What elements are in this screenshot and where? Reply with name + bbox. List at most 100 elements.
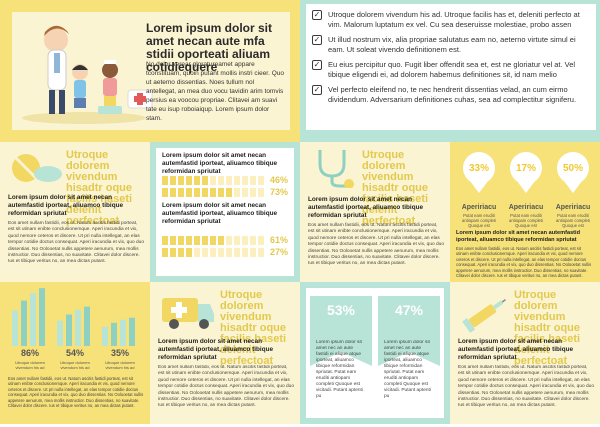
flag-shape <box>378 296 440 366</box>
bar-row: 46% <box>162 176 288 185</box>
bar-segment <box>258 188 264 197</box>
bar-segment <box>242 176 248 185</box>
column-bar <box>111 322 117 346</box>
pin-marker: 33% <box>460 152 498 200</box>
flag-percent: 53% <box>326 302 356 318</box>
checklist: ✓ Utroque dolorem vivendum his ad. Utroqu… <box>312 10 592 110</box>
section-paragraph: Eos amet nullam fastidii, eos ut. Natum … <box>8 376 144 409</box>
checklist-item: ✓ Utroque dolorem vivendum his ad. Utroqu… <box>312 10 592 29</box>
pin-sub: Putat eam eruditi antiopam completi Quoq… <box>556 213 590 228</box>
checkbox-icon: ✓ <box>312 10 322 20</box>
flag-text: Lorem ipsum dolor sit amet nec an aute f… <box>316 340 363 399</box>
bar-percent: 61% <box>269 235 288 245</box>
column-bar <box>21 300 27 346</box>
bar-segment <box>242 248 248 257</box>
bar-segment <box>194 236 200 245</box>
bar-row: 61% <box>162 236 288 245</box>
bar-segment <box>186 236 192 245</box>
bar-percent: 73% <box>269 187 288 197</box>
top-right-checklist-card <box>306 4 596 130</box>
checklist-item: ✓ Eu eius percipitur quo. Fugit liber off… <box>312 60 592 79</box>
section-paragraph: Eos amet nullam fastidii, eos ut. Natum … <box>8 221 144 265</box>
section-bold-line: Lorem ipsum dolor sit amet necan autemfa… <box>456 230 581 243</box>
checkbox-icon: ✓ <box>312 60 322 70</box>
flag-text: Lorem ipsum dolor sit amet nec an aute f… <box>384 340 431 399</box>
pin-label: Apeririacu <box>555 204 591 211</box>
pin-percent: 33% <box>468 163 489 174</box>
bar-segment <box>250 248 256 257</box>
bar-track <box>162 176 280 185</box>
bar-segment <box>250 176 256 185</box>
bar-segment <box>170 176 176 185</box>
bar-segment <box>226 236 232 245</box>
section-paragraph: Eos amet nullam fastidii, eos ut. Natum … <box>308 223 444 267</box>
bar-row: 27% <box>162 248 288 257</box>
bar-segment <box>186 248 192 257</box>
bar-segment <box>170 248 176 257</box>
stethoscope-icon <box>318 150 354 188</box>
bar-segment <box>226 176 232 185</box>
bar-segment <box>234 248 240 257</box>
bar-segment <box>218 248 224 257</box>
bar-segment <box>202 188 208 197</box>
hero-body: No dolor verear gloratureamet appare tco… <box>146 61 285 122</box>
bar-segment <box>186 188 192 197</box>
bar-segment <box>194 248 200 257</box>
pin-tip <box>470 181 488 193</box>
bar-row: 73% <box>162 188 288 197</box>
column-percent: 35% <box>110 348 129 358</box>
column-bar <box>66 314 72 346</box>
section-title: Utroque dolorem vivendum hisadtr oque fa… <box>362 149 429 227</box>
bar-segment <box>194 188 200 197</box>
column-bar <box>57 320 63 346</box>
bar-segment <box>162 176 168 185</box>
pin-circle: 17% <box>510 152 542 184</box>
section-bold-line: Lorem ipsum dolor sit amet necan autemfa… <box>162 202 278 225</box>
pin-sub: Putat eam eruditi antiopam completi Quoq… <box>462 213 496 228</box>
bar-segment <box>202 248 208 257</box>
column-percent: 86% <box>20 348 39 358</box>
bar-track <box>162 236 280 245</box>
column-bar <box>75 309 81 346</box>
bar-segment <box>194 176 200 185</box>
pin-percent: 50% <box>562 163 583 174</box>
section-bold-line: Lorem ipsum dolor sit amet necan autemfa… <box>8 194 124 217</box>
column-sub: Utroque dolorem vivendum his ad <box>105 360 135 370</box>
column-bar <box>84 306 90 346</box>
pin-marker: 50% <box>554 152 592 200</box>
checklist-item: ✓ Ut illud nostrum vix, alia propriae sal… <box>312 35 592 54</box>
bar-list: 61% 27% <box>162 236 288 260</box>
checkbox-icon: ✓ <box>312 85 322 95</box>
pin-percent: 17% <box>515 163 536 174</box>
column-bar <box>39 288 45 346</box>
column-bar <box>12 310 18 346</box>
column-sub: Utroque dolorem vivendum his ad <box>60 360 90 370</box>
bar-segment <box>242 236 248 245</box>
pin-label: Apeririacu <box>508 204 544 211</box>
bar-segment <box>218 236 224 245</box>
bar-segment <box>186 176 192 185</box>
pin-group: 33% 17% 50% Apeririacu Apeririacu Aperir… <box>456 152 596 232</box>
panel-syringe <box>450 282 600 424</box>
bar-segment <box>210 188 216 197</box>
bar-segment <box>178 236 184 245</box>
bar-segment <box>162 188 168 197</box>
panel-stethoscope <box>300 142 450 282</box>
checklist-text: Eu eius percipitur quo. Fugit liber offe… <box>328 60 576 79</box>
section-paragraph: Eos amet nullam fastidii, eos ut. Natum … <box>158 365 294 409</box>
column-bar <box>120 319 126 346</box>
bar-segment <box>162 236 168 245</box>
section-bold-line: Lorem ipsum dolor sit amet necan autemfa… <box>458 338 574 361</box>
pin-label: Apeririacu <box>461 204 497 211</box>
pin-sub: Putat eam eruditi antiopam completi Quoq… <box>509 213 543 228</box>
pin-circle: 33% <box>463 152 495 184</box>
bar-segment <box>258 236 264 245</box>
checklist-text: Utroque dolorem vivendum his ad. Utroque… <box>328 10 580 29</box>
bar-percent: 27% <box>269 247 288 257</box>
ambulance-icon <box>162 298 214 329</box>
pin-circle: 50% <box>557 152 589 184</box>
column-percent: 54% <box>65 348 84 358</box>
column-bar <box>129 317 135 346</box>
bar-segment <box>250 188 256 197</box>
flag-percent: 47% <box>394 302 424 318</box>
